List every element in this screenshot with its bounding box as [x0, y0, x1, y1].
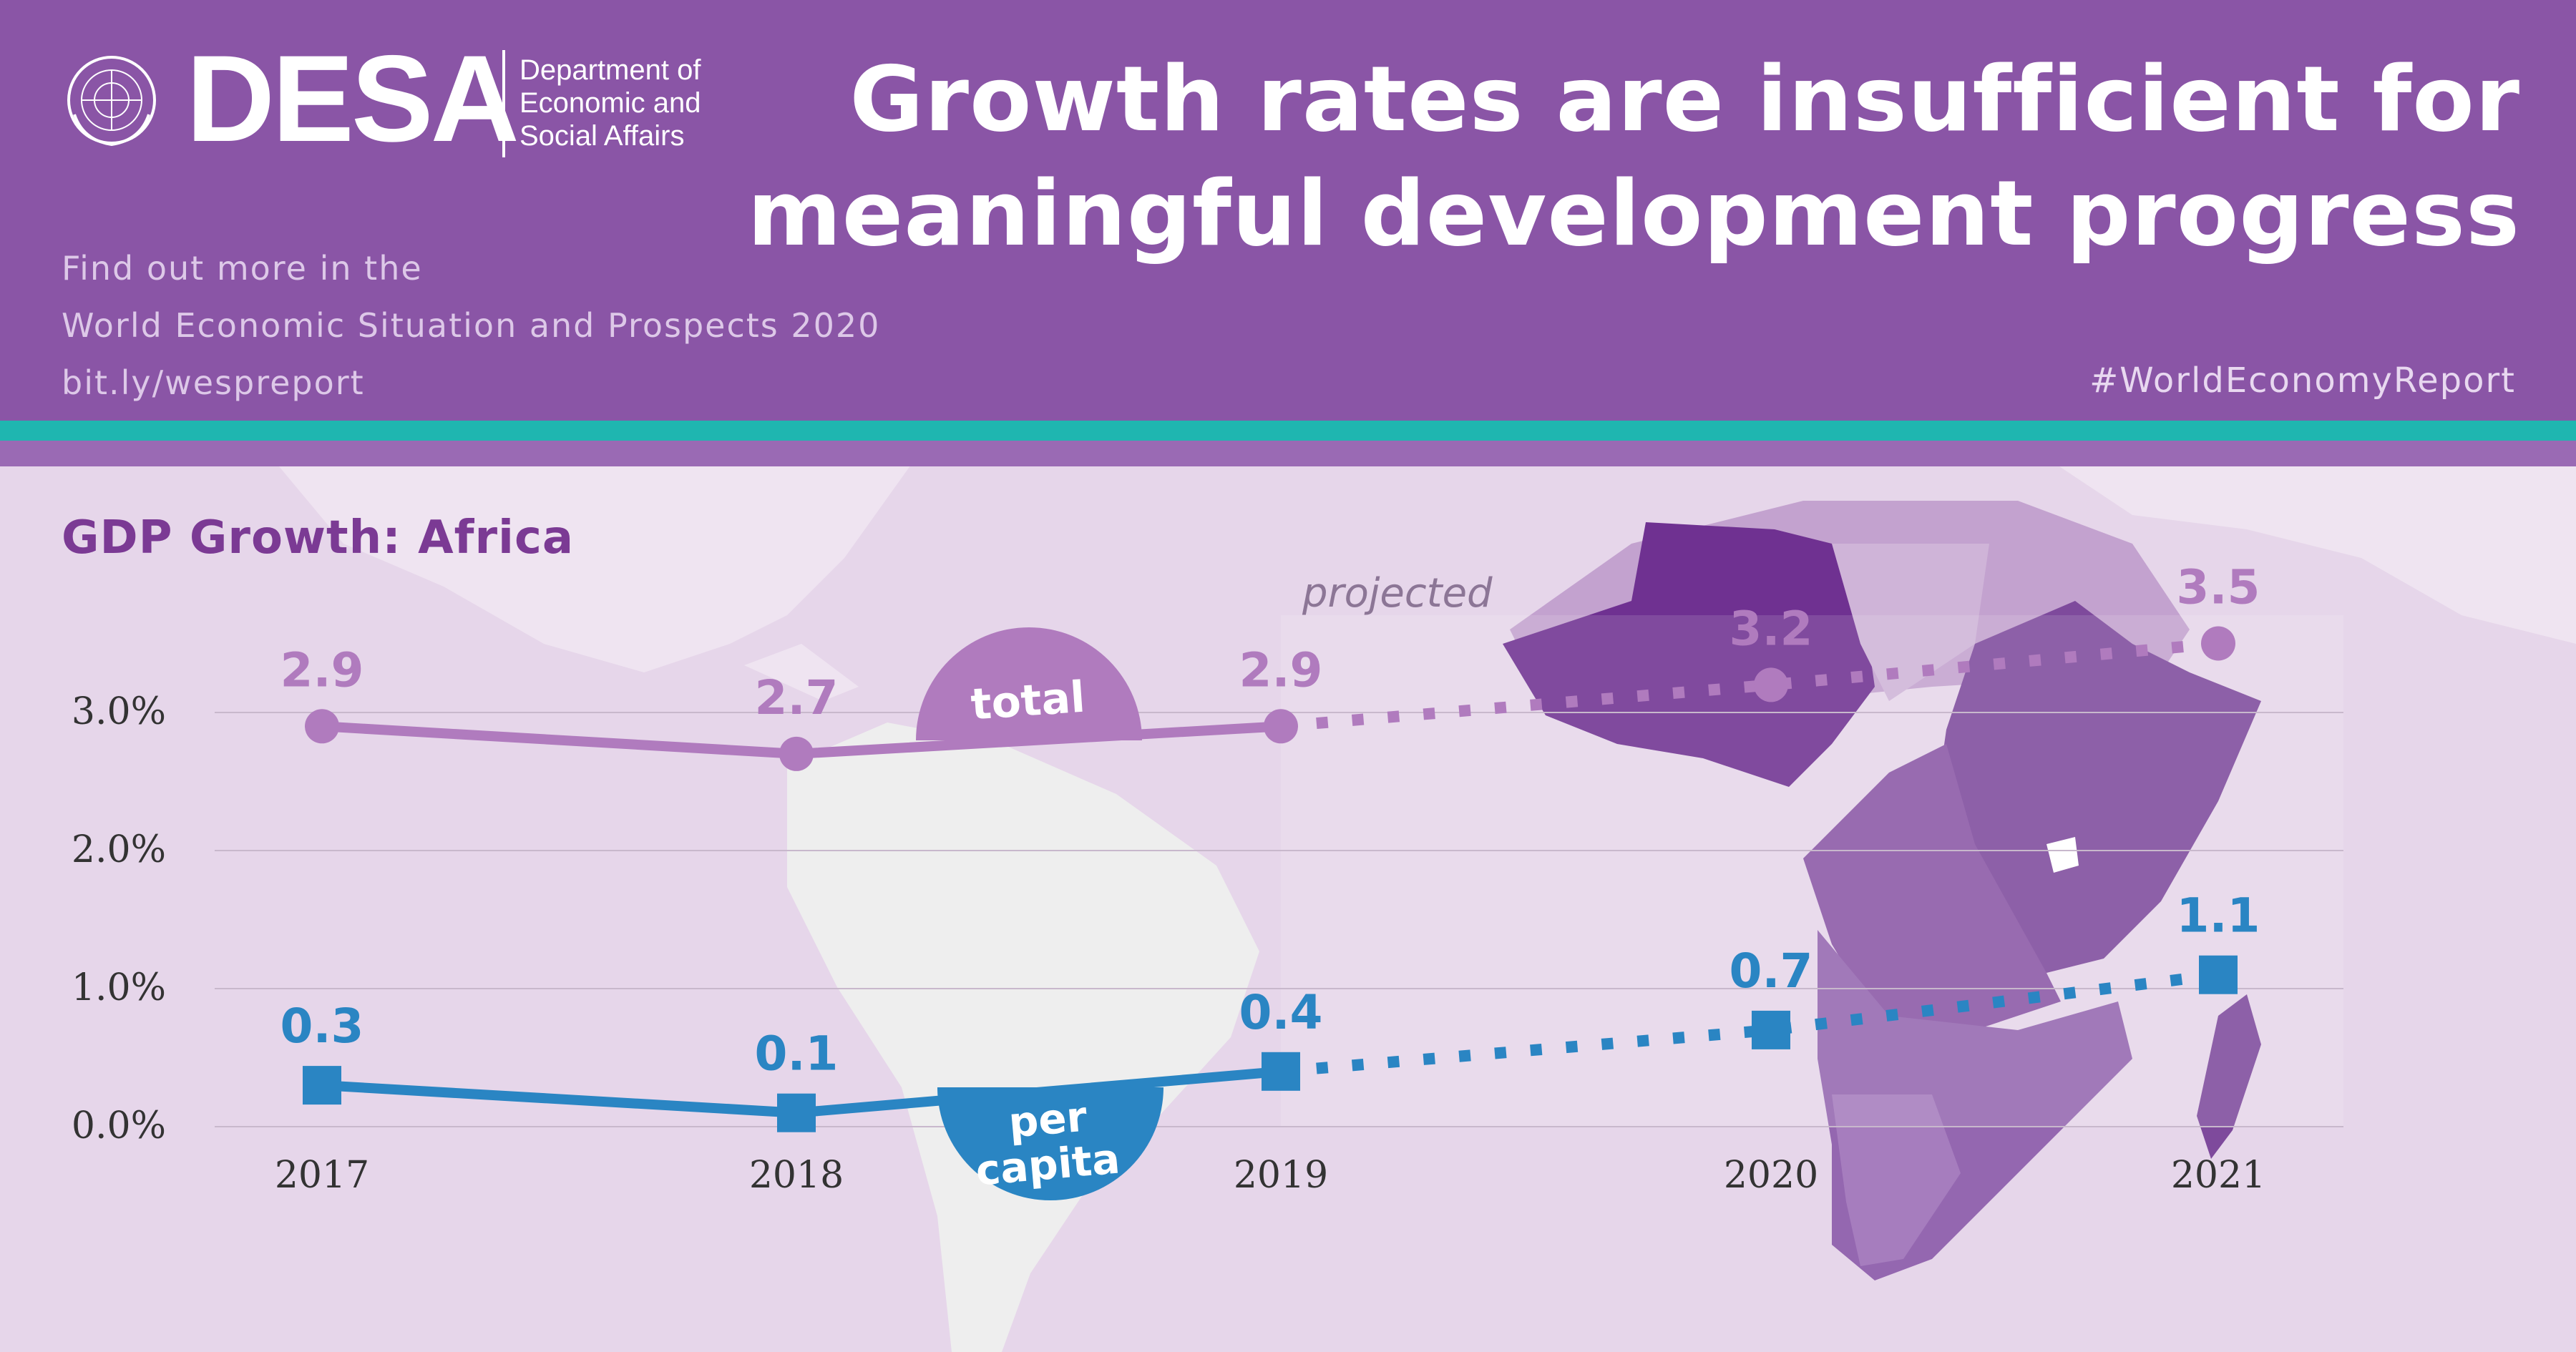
per-capita-value-label: 1.1: [2177, 888, 2260, 944]
per-capita-marker: [1752, 1010, 1790, 1049]
headline-line-1: Growth rates are insufficient for: [849, 46, 2520, 152]
x-tick-label: 2017: [275, 1154, 369, 1197]
y-tick-label: 3.0%: [72, 690, 166, 733]
greenland-europe-shape: [2046, 458, 2576, 644]
africa-southern-shape: [1832, 1094, 1961, 1266]
madagascar-shape: [2197, 994, 2261, 1159]
africa-central-shape: [1803, 744, 2061, 1030]
caribbean-shape: [744, 644, 859, 701]
south-america-shape: [787, 722, 1259, 1352]
header-banner: DESA Department of Economic and Social A…: [0, 0, 2576, 421]
header-underlay: [0, 441, 2576, 466]
org-short-name: DESA: [186, 30, 519, 167]
legend-total: total: [916, 627, 1142, 740]
projected-region: [1281, 615, 2343, 1127]
y-tick-label: 2.0%: [72, 828, 166, 871]
per-capita-value-label: 0.3: [280, 999, 364, 1054]
total-value-label: 3.5: [2177, 560, 2260, 615]
per-capita-value-label: 0.1: [755, 1027, 839, 1082]
per-capita-marker: [2199, 955, 2238, 994]
org-name-line-2: Economic and: [519, 87, 701, 119]
more-info-line-1: Find out more in the: [62, 249, 423, 288]
total-badge: [916, 627, 1142, 740]
africa-east-shape: [1932, 601, 2261, 973]
total-marker: [1264, 709, 1298, 744]
x-tick-label: 2021: [2171, 1154, 2265, 1197]
total-value-label: 2.9: [1239, 642, 1323, 697]
per-capita-value-label: 0.7: [1729, 944, 1813, 999]
x-tick-label: 2019: [1234, 1154, 1328, 1197]
total-marker: [779, 736, 814, 771]
org-name-line-3: Social Affairs: [519, 120, 685, 152]
y-tick-label: 1.0%: [72, 966, 166, 1009]
legend-total-label: total: [970, 672, 1087, 730]
x-tick-label: 2018: [749, 1154, 844, 1197]
accent-band: [0, 421, 2576, 441]
total-projection-line: [1280, 637, 2219, 733]
total-value-label: 2.7: [755, 670, 839, 725]
total-marker: [2201, 626, 2235, 661]
chart-title: GDP Growth: Africa: [62, 511, 575, 564]
legend-per-capita-label-line-1: per: [1007, 1092, 1089, 1147]
un-emblem-icon: [67, 56, 156, 147]
hashtag[interactable]: #WorldEconomyReport: [2089, 361, 2516, 401]
total-value-label: 2.9: [280, 642, 364, 697]
x-tick-label: 2020: [1724, 1154, 1818, 1197]
north-america-shape: [272, 458, 916, 672]
total-marker: [305, 709, 339, 744]
org-name-line-1: Department of: [519, 54, 701, 86]
projected-label: projected: [1302, 570, 1493, 617]
lake-victoria-shape: [2046, 837, 2079, 873]
y-tick-label: 0.0%: [72, 1104, 166, 1147]
per-capita-marker: [1262, 1052, 1300, 1091]
total-marker: [1754, 667, 1788, 702]
africa-sahel-shape: [1832, 544, 1989, 701]
more-info-line-2: World Economic Situation and Prospects 2…: [62, 306, 881, 345]
total-value-label: 3.2: [1729, 601, 1813, 656]
per-capita-projection-line: [1280, 969, 2219, 1077]
per-capita-value-label: 0.4: [1239, 985, 1323, 1040]
africa-west-shape: [1503, 522, 1875, 787]
per-capita-badge: [937, 1087, 1163, 1200]
per-capita-marker: [303, 1066, 341, 1105]
logo-divider: [502, 50, 505, 157]
headline-line-2: meaningful development progress: [747, 161, 2520, 266]
report-link[interactable]: bit.ly/wespreport: [62, 363, 365, 402]
per-capita-marker: [777, 1093, 816, 1132]
